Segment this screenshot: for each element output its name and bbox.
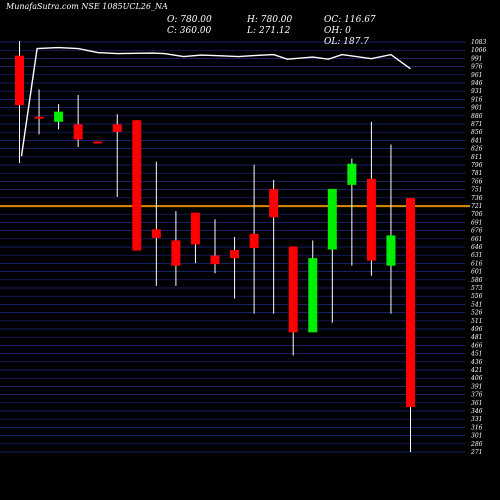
y-tick-label: 271 bbox=[470, 449, 482, 456]
y-tick-label: 901 bbox=[471, 105, 482, 112]
y-tick-label: 511 bbox=[471, 318, 482, 325]
y-tick-label: 541 bbox=[471, 301, 482, 308]
y-tick-label: 706 bbox=[471, 211, 483, 218]
open-value: O: 780.00 bbox=[167, 15, 212, 25]
candle-down bbox=[269, 188, 279, 218]
candles-group bbox=[15, 40, 415, 452]
y-tick-label: 481 bbox=[470, 334, 482, 341]
y-tick-label: 1066 bbox=[471, 47, 486, 54]
y-tick-label: 976 bbox=[471, 64, 483, 71]
candle-down bbox=[132, 120, 142, 251]
y-tick-label: 436 bbox=[470, 359, 483, 366]
y-tick-label: 871 bbox=[471, 121, 482, 128]
y-tick-label: 376 bbox=[471, 392, 483, 399]
candle-down bbox=[15, 55, 24, 106]
y-tick-label: 391 bbox=[471, 383, 482, 390]
y-tick-label: 751 bbox=[471, 187, 482, 194]
y-tick-label: 346 bbox=[471, 408, 483, 415]
y-tick-label: 316 bbox=[471, 424, 483, 431]
candle-down bbox=[249, 233, 259, 249]
candle-up bbox=[308, 258, 318, 333]
candle-down bbox=[406, 198, 415, 408]
y-tick-label: 961 bbox=[471, 72, 482, 79]
y-tick-label: 826 bbox=[471, 146, 483, 153]
y-tick-label: 286 bbox=[470, 441, 483, 448]
y-tick-label: 916 bbox=[471, 96, 483, 103]
candle-down bbox=[151, 229, 161, 238]
y-tick-label: 886 bbox=[471, 113, 483, 120]
y-tick-label: 631 bbox=[471, 252, 482, 259]
y-tick-label: 573 bbox=[471, 285, 483, 292]
candle-down bbox=[210, 255, 220, 265]
y-tick-label: 946 bbox=[471, 80, 483, 87]
candle-down bbox=[366, 178, 376, 261]
y-tick-label: 601 bbox=[471, 269, 482, 276]
y-tick-label: 841 bbox=[471, 137, 482, 144]
y-tick-label: 1083 bbox=[471, 39, 486, 46]
y-tick-label: 586 bbox=[471, 277, 483, 284]
candle-down bbox=[93, 141, 103, 144]
candle-up bbox=[54, 111, 64, 122]
y-tick-label: 451 bbox=[470, 351, 482, 358]
oh-value: OH: 0 bbox=[324, 26, 351, 36]
y-tick-label: 991 bbox=[471, 55, 482, 62]
y-tick-label: 796 bbox=[471, 162, 483, 169]
candle-down bbox=[73, 124, 83, 140]
ol-value: OL: 187.7 bbox=[324, 37, 370, 47]
y-tick-label: 406 bbox=[470, 375, 483, 382]
y-tick-label: 421 bbox=[470, 367, 482, 374]
candle-up bbox=[327, 188, 337, 250]
candle-down bbox=[112, 124, 122, 132]
candle-down bbox=[34, 116, 44, 119]
y-tick-label: 766 bbox=[471, 178, 483, 185]
low-value: L: 271.12 bbox=[247, 26, 291, 36]
y-tick-label: 301 bbox=[471, 433, 482, 440]
candle-up bbox=[386, 235, 396, 266]
y-tick-label: 526 bbox=[471, 310, 483, 317]
y-tick-label: 721 bbox=[471, 203, 482, 210]
y-tick-label: 361 bbox=[471, 400, 482, 407]
y-tick-label: 736 bbox=[471, 195, 483, 202]
price-line bbox=[20, 46, 411, 157]
y-tick-label: 646 bbox=[471, 244, 483, 251]
y-tick-label: 676 bbox=[471, 228, 483, 235]
candle-up bbox=[347, 163, 357, 185]
y-tick-label: 466 bbox=[470, 342, 483, 349]
high-value: H: 780.00 bbox=[247, 15, 293, 25]
y-tick-label: 811 bbox=[471, 154, 482, 161]
y-tick-label: 331 bbox=[471, 416, 482, 423]
close-value: C: 360.00 bbox=[167, 26, 212, 36]
chart-grid bbox=[0, 41, 465, 453]
price-line-group bbox=[20, 46, 411, 157]
y-tick-label: 856 bbox=[471, 129, 483, 136]
y-tick-label: 556 bbox=[471, 293, 483, 300]
y-tick-label: 661 bbox=[471, 236, 482, 243]
y-tick-label: 781 bbox=[471, 170, 482, 177]
y-tick-label: 496 bbox=[470, 326, 483, 333]
candle-down bbox=[288, 246, 298, 333]
y-tick-label: 691 bbox=[471, 219, 482, 226]
candle-down bbox=[230, 250, 240, 259]
candle-down bbox=[190, 212, 200, 245]
y-tick-label: 616 bbox=[471, 260, 483, 267]
chart-title: MunafaSutra.com NSE 1085UCL26_NA bbox=[6, 2, 168, 11]
oc-value: OC: 116.67 bbox=[324, 15, 376, 25]
candle-down bbox=[171, 240, 181, 266]
y-tick-label: 931 bbox=[471, 88, 482, 95]
